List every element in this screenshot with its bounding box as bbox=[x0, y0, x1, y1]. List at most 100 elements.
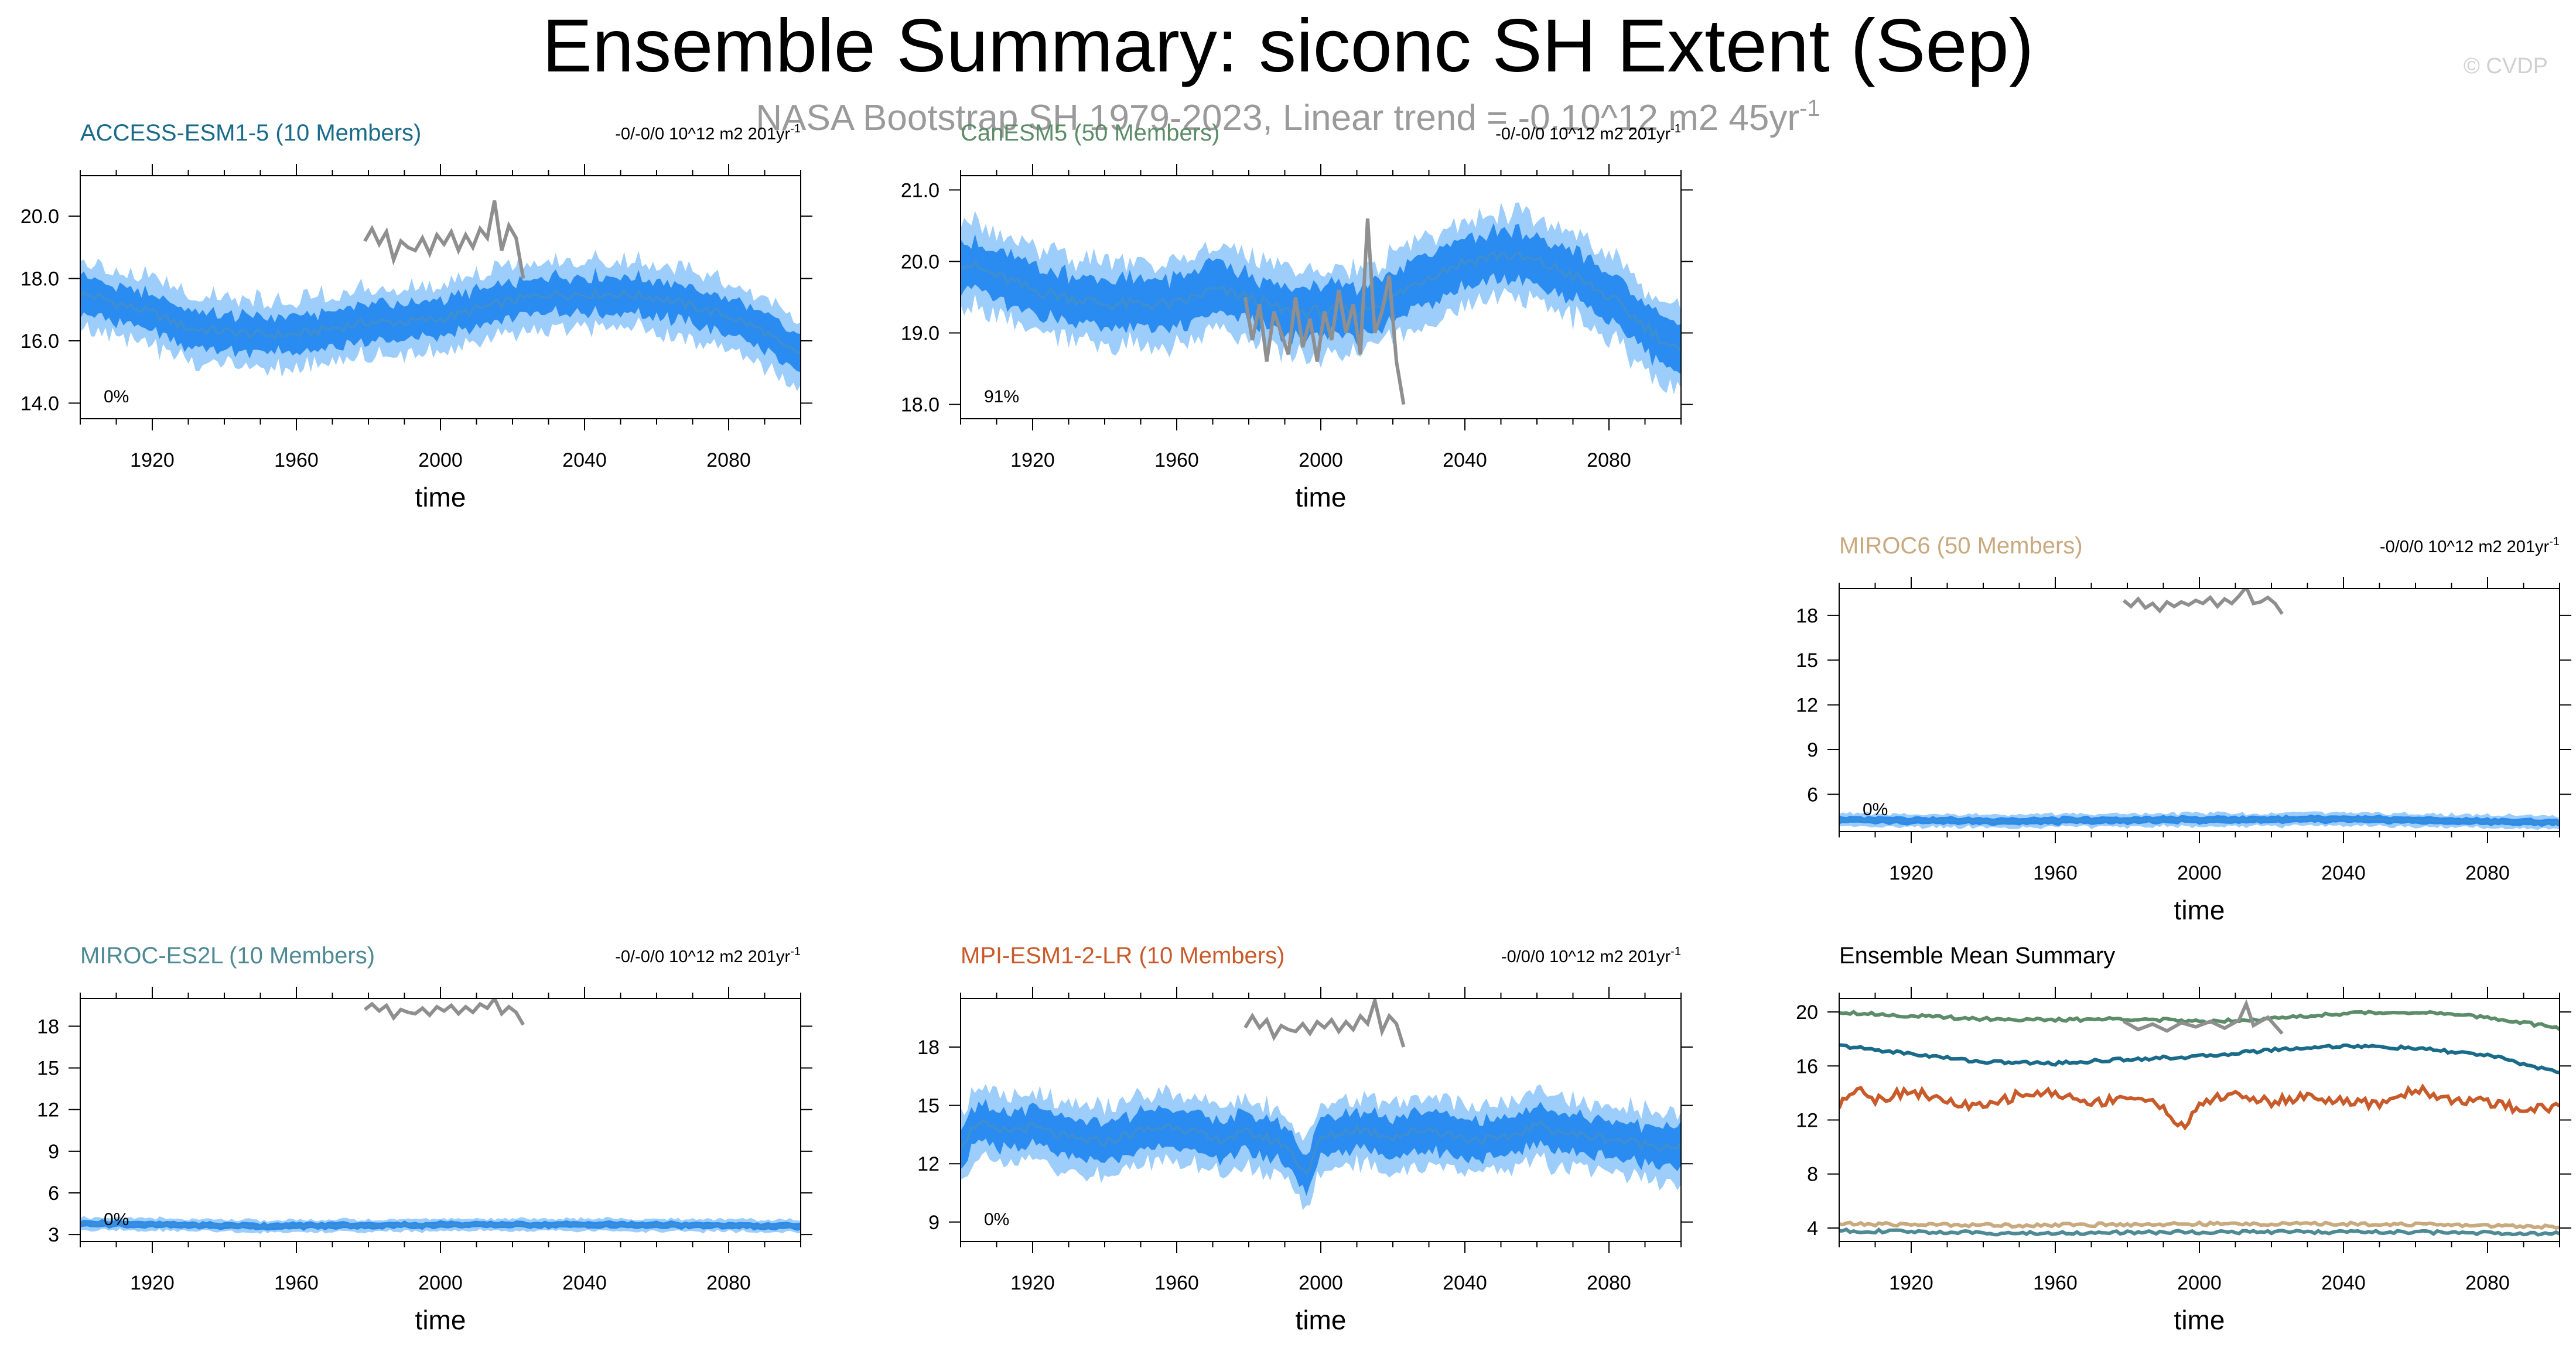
main-title: Ensemble Summary: siconc SH Extent (Sep) bbox=[542, 4, 2034, 88]
observations-line bbox=[363, 200, 525, 279]
x-tick-label: 1960 bbox=[1154, 1272, 1199, 1294]
y-tick-label: 12 bbox=[917, 1153, 939, 1175]
x-axis-label: time bbox=[415, 1305, 466, 1335]
y-tick-label: 6 bbox=[1807, 784, 1818, 806]
percent-label: 91% bbox=[984, 387, 1019, 406]
subtitle: NASA Bootstrap SH 1979-2023, Linear tren… bbox=[756, 95, 1820, 138]
plot-frame bbox=[1839, 588, 2560, 832]
trend-label: -0/-0/0 10^12 m2 201yr-1 bbox=[615, 945, 801, 966]
ensemble-mean-line bbox=[80, 286, 801, 354]
trend-label: -0/0/0 10^12 m2 201yr-1 bbox=[2380, 535, 2560, 556]
y-tick-label: 9 bbox=[928, 1212, 939, 1234]
ensemble-mean-line bbox=[961, 1119, 1681, 1176]
observations-line bbox=[2122, 589, 2284, 615]
x-tick-label: 2080 bbox=[2465, 1272, 2510, 1294]
y-tick-label: 3 bbox=[48, 1224, 59, 1246]
percent-label: 0% bbox=[1863, 800, 1888, 819]
trend-label-text: -0/0/0 10^12 m2 201yr bbox=[1501, 948, 1671, 966]
x-tick-label: 2000 bbox=[1299, 449, 1343, 471]
plot-area bbox=[961, 998, 1681, 1210]
panels: 1920 1960 2000 2040 2080 14.0 16.0 18.0 20.0 time… bbox=[21, 120, 2571, 1335]
y-tick-label: 21.0 bbox=[901, 179, 939, 201]
ensemble-mean-line bbox=[961, 251, 1681, 353]
panel-canesm5: 1920 1960 2000 2040 2080 18.0 19.0 20.0 21.0 time… bbox=[901, 120, 1693, 512]
y-tick-label: 12 bbox=[37, 1099, 59, 1121]
y-tick-label: 12 bbox=[1796, 695, 1818, 717]
subtitle-text: NASA Bootstrap SH 1979-2023, Linear tren… bbox=[756, 98, 1799, 138]
y-tick-label: 20 bbox=[1796, 1001, 1818, 1024]
y-tick-label: 18 bbox=[1796, 605, 1818, 627]
x-tick-label: 1920 bbox=[1010, 449, 1055, 471]
trend-label-superscript: -1 bbox=[790, 122, 801, 135]
y-tick-label: 15 bbox=[917, 1095, 939, 1117]
trend-label: -0/0/0 10^12 m2 201yr-1 bbox=[1501, 945, 1681, 966]
y-tick-label: 14.0 bbox=[21, 392, 59, 415]
y-tick-label: 6 bbox=[48, 1182, 59, 1205]
x-tick-label: 2000 bbox=[418, 1272, 463, 1294]
x-tick-label: 1960 bbox=[2033, 862, 2078, 884]
panel-title: MIROC6 (50 Members) bbox=[1839, 533, 2083, 559]
trend-label-superscript: -1 bbox=[790, 945, 801, 958]
observations-line bbox=[1243, 998, 1406, 1048]
series-line-miroc6 bbox=[1839, 1220, 2560, 1230]
plot-area bbox=[1839, 998, 2560, 1237]
trend-label-superscript: -1 bbox=[2549, 535, 2560, 548]
x-tick-label: 1960 bbox=[274, 1272, 319, 1294]
plot-area bbox=[80, 200, 801, 392]
x-axis-label: time bbox=[2174, 1305, 2225, 1335]
x-tick-label: 1920 bbox=[1889, 1272, 1933, 1294]
percent-label: 0% bbox=[984, 1210, 1009, 1229]
x-tick-label: 1920 bbox=[130, 449, 175, 471]
y-tick-label: 16.0 bbox=[21, 330, 59, 353]
y-tick-label: 8 bbox=[1807, 1164, 1818, 1186]
x-tick-label: 1960 bbox=[1154, 449, 1199, 471]
trend-label: -0/-0/0 10^12 m2 201yr-1 bbox=[1495, 122, 1681, 143]
watermark: © CVDP bbox=[2464, 54, 2548, 78]
x-axis-label: time bbox=[1296, 1305, 1347, 1335]
x-tick-label: 2000 bbox=[2177, 862, 2222, 884]
plot-area bbox=[961, 202, 1681, 405]
y-tick-label: 12 bbox=[1796, 1110, 1818, 1132]
panel-mpi: 1920 1960 2000 2040 2080 9 12 15 18 time MPI-ESM1-… bbox=[917, 943, 1693, 1335]
y-tick-label: 19.0 bbox=[901, 323, 939, 345]
series-line-canesm5 bbox=[1839, 1010, 2560, 1031]
x-tick-label: 2000 bbox=[1299, 1272, 1343, 1294]
y-tick-label: 18.0 bbox=[21, 268, 59, 290]
x-tick-label: 2040 bbox=[2321, 1272, 2366, 1294]
panel-miroc-es2l: 1920 1960 2000 2040 2080 3 6 9 12 15 18 time MIROC-E… bbox=[37, 943, 812, 1335]
observations-line bbox=[364, 998, 525, 1026]
x-tick-label: 2040 bbox=[2321, 862, 2366, 884]
observations-line bbox=[2123, 998, 2284, 1035]
x-tick-label: 1960 bbox=[274, 449, 319, 471]
y-tick-label: 20.0 bbox=[21, 206, 59, 228]
trend-label: -0/-0/0 10^12 m2 201yr-1 bbox=[615, 122, 801, 143]
plot-area bbox=[1839, 589, 2560, 830]
subtitle-superscript: -1 bbox=[1799, 95, 1820, 121]
panel-title: MPI-ESM1-2-LR (10 Members) bbox=[961, 943, 1284, 969]
x-axis-label: time bbox=[1296, 482, 1347, 512]
trend-label-superscript: -1 bbox=[1670, 122, 1681, 135]
ensemble-iqr-band bbox=[961, 1099, 1681, 1196]
panel-summary: 1920 1960 2000 2040 2080 4 8 12 16 20 time Ensemble… bbox=[1796, 943, 2571, 1335]
panel-title: ACCESS-ESM1-5 (10 Members) bbox=[80, 120, 421, 146]
trend-label-text: -0/-0/0 10^12 m2 201yr bbox=[615, 125, 790, 143]
trend-label-text: -0/-0/0 10^12 m2 201yr bbox=[615, 948, 790, 966]
x-axis-label: time bbox=[415, 482, 466, 512]
series-line-mpi-esm1-2-lr bbox=[1839, 1083, 2560, 1131]
x-tick-label: 1920 bbox=[130, 1272, 175, 1294]
x-tick-label: 2040 bbox=[1443, 1272, 1487, 1294]
x-tick-label: 2080 bbox=[706, 449, 751, 471]
y-tick-label: 4 bbox=[1807, 1217, 1818, 1240]
y-tick-label: 9 bbox=[48, 1141, 59, 1163]
panel-title: Ensemble Mean Summary bbox=[1839, 943, 2115, 969]
percent-label: 0% bbox=[104, 387, 129, 406]
x-tick-label: 2040 bbox=[562, 449, 607, 471]
y-tick-label: 18.0 bbox=[901, 394, 939, 416]
trend-label-text: -0/0/0 10^12 m2 201yr bbox=[2380, 538, 2550, 556]
panel-miroc6: 1920 1960 2000 2040 2080 6 9 12 15 18 time MIROC6 (… bbox=[1796, 533, 2571, 925]
observations-line bbox=[1243, 218, 1406, 405]
panel-title: CanESM5 (50 Members) bbox=[961, 120, 1219, 146]
x-tick-label: 2000 bbox=[2177, 1272, 2222, 1294]
x-tick-label: 2000 bbox=[418, 449, 463, 471]
